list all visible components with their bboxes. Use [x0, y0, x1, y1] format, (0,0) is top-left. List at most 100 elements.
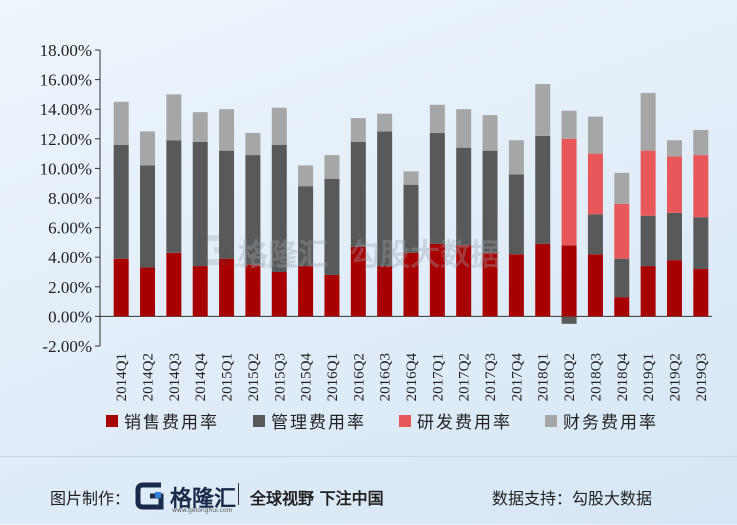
y-tick-label: 0.00% — [48, 307, 92, 326]
bar-segment — [535, 84, 551, 136]
footer-made-by-label: 图片制作： — [50, 489, 131, 508]
legend-label: 研发费用率 — [417, 413, 512, 433]
bar-segment — [587, 254, 603, 317]
x-tick-label: 2018Q3 — [588, 353, 604, 401]
bar-segment — [192, 112, 208, 142]
y-tick-label: 16.00% — [40, 71, 92, 90]
bar-segment — [693, 217, 709, 270]
x-tick-label: 2016Q3 — [378, 353, 394, 401]
bar-segment — [245, 264, 261, 317]
bar-segment — [219, 109, 235, 151]
bar-segment — [508, 174, 524, 255]
bar-segment — [640, 215, 656, 267]
bar-segment — [298, 165, 314, 187]
x-tick-label: 2016Q1 — [325, 353, 341, 401]
bar-segment — [324, 274, 340, 317]
bar-segment — [614, 203, 630, 259]
bar-segment — [429, 243, 445, 317]
bar-segment — [377, 131, 393, 267]
bar-segment — [140, 267, 156, 317]
y-tick-label: 12.00% — [40, 130, 92, 149]
x-tick-label: 2018Q4 — [615, 353, 631, 402]
bar-segment — [666, 140, 682, 157]
bar-segment — [456, 245, 472, 317]
bar-segment — [640, 150, 656, 216]
bar-segment — [219, 258, 235, 317]
bar-segment — [508, 254, 524, 317]
x-tick-label: 2016Q4 — [404, 353, 420, 402]
bar-segment — [693, 155, 709, 218]
x-tick-label: 2018Q1 — [536, 353, 552, 401]
bar-segment — [535, 243, 551, 317]
x-tick-label: 2014Q3 — [167, 353, 183, 401]
bar-segment — [113, 144, 129, 259]
bar-segment — [561, 110, 577, 139]
bar-segment — [140, 165, 156, 268]
watermark-logo-icon — [194, 230, 234, 270]
x-tick-label: 2015Q1 — [220, 353, 236, 401]
bar-segment — [298, 266, 314, 317]
x-tick-label: 2015Q2 — [246, 353, 262, 401]
x-tick-label: 2017Q2 — [457, 353, 473, 401]
y-tick-label: 2.00% — [48, 278, 92, 297]
bar-segment — [666, 260, 682, 317]
bar-segment — [166, 252, 182, 317]
x-tick-label: 2019Q1 — [641, 353, 657, 401]
footer-source: 数据支持：勾股大数据 — [492, 489, 653, 508]
bar-segment — [166, 94, 182, 141]
y-tick-label: 14.00% — [40, 100, 92, 119]
bars — [113, 84, 709, 324]
bar-segment — [192, 266, 208, 317]
x-tick-label: 2019Q2 — [667, 353, 683, 401]
legend-label: 管理费用率 — [271, 413, 366, 433]
bar-segment — [140, 131, 156, 166]
bar-segment — [350, 118, 366, 142]
bar-segment — [561, 245, 577, 317]
bar-segment — [377, 113, 393, 132]
footer-divider — [238, 483, 239, 505]
bar-segment — [192, 141, 208, 267]
bar-segment — [166, 140, 182, 253]
stacked-bar-chart: 18.00% 16.00% 14.00% 12.00% 10.00% 8.00% 6.00%… — [40, 41, 712, 433]
footer-brand-url: www.gelonghui.com — [172, 507, 233, 514]
bar-segment — [614, 297, 630, 317]
legend-swatch — [545, 415, 557, 427]
bar-segment — [640, 92, 656, 151]
y-tick-label: 8.00% — [48, 189, 92, 208]
bar-segment — [640, 266, 656, 317]
legend-label: 财务费用率 — [563, 413, 658, 433]
bar-segment — [245, 155, 261, 265]
bar-segment — [324, 178, 340, 275]
bar-segment — [666, 156, 682, 213]
bar-segment — [693, 129, 709, 156]
bar-segment — [587, 214, 603, 255]
bar-segment — [482, 252, 498, 317]
x-tick-label: 2016Q2 — [351, 353, 367, 401]
footer-slogan: 全球视野 下注中国 — [250, 489, 384, 508]
bar-segment — [614, 172, 630, 204]
bar-segment — [693, 269, 709, 317]
bar-segment — [350, 246, 366, 317]
x-tick-label: 2014Q1 — [114, 353, 130, 401]
x-tick-label: 2017Q3 — [483, 353, 499, 401]
footer: 图片制作： 格隆汇 www.gelonghui.com 全球视野 下注中国 数据… — [0, 456, 737, 525]
x-tick-label: 2014Q4 — [193, 353, 209, 402]
bar-segment — [403, 171, 419, 185]
bar-segment — [403, 252, 419, 317]
y-tick-label: -2.00% — [42, 337, 92, 356]
bar-segment — [456, 109, 472, 148]
bar-segment — [377, 266, 393, 317]
watermark-brand: 格隆汇 — [238, 238, 328, 273]
watermark-url: www.gelonghui.com — [234, 262, 295, 269]
y-tick-label: 10.00% — [40, 159, 92, 178]
y-tick-label: 18.00% — [40, 41, 92, 60]
bar-segment — [587, 153, 603, 215]
bar-segment — [271, 272, 287, 317]
bar-segment — [508, 140, 524, 175]
x-tick-label: 2014Q2 — [141, 353, 157, 401]
bar-segment — [614, 258, 630, 298]
legend-swatch — [253, 415, 265, 427]
x-tick-labels: 2014Q1 2014Q2 2014Q3 2014Q4 2015Q1 2015Q2 2015… — [114, 353, 710, 402]
x-tick-label: 2017Q1 — [430, 353, 446, 401]
legend: 销售费用率 管理费用率 研发费用率 财务费用率 — [106, 413, 658, 433]
